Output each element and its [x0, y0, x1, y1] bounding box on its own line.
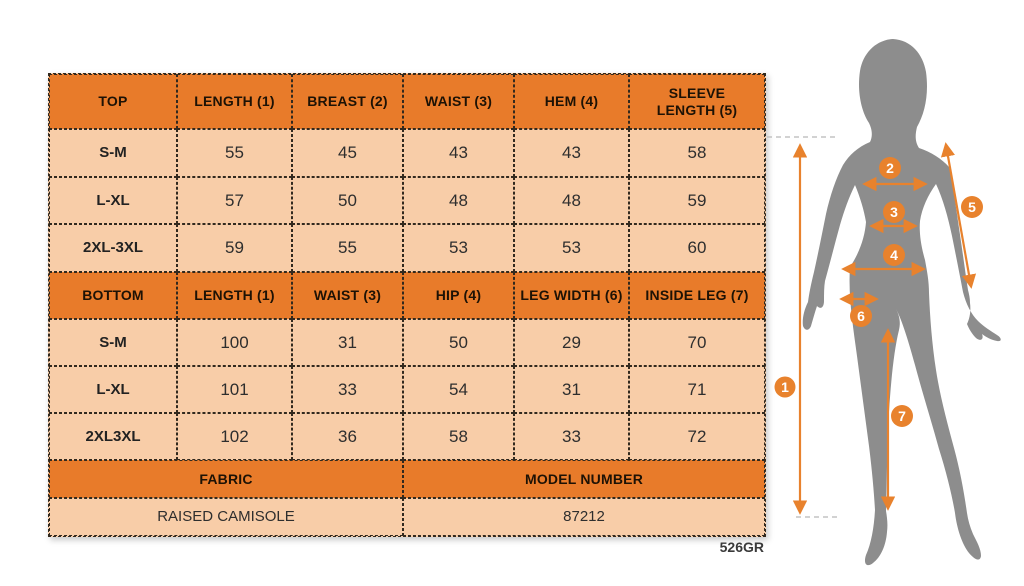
bottom-row-size: L-XL — [49, 366, 177, 413]
top-header-length: LENGTH (1) — [177, 74, 292, 129]
marker-circle-1: 1 — [774, 376, 796, 398]
marker-circle-2: 2 — [879, 157, 901, 179]
bottom-header-inside-leg: INSIDE LEG (7) — [629, 272, 765, 319]
measurement-figure: 1 2 3 4 5 6 7 — [765, 15, 1024, 581]
top-row-value: 53 — [403, 224, 514, 272]
bottom-row-value: 31 — [292, 319, 403, 366]
size-chart-table: TOP LENGTH (1) BREAST (2) WAIST (3) HEM … — [48, 73, 766, 537]
marker-circle-3: 3 — [883, 201, 905, 223]
marker-number-4: 4 — [890, 247, 898, 263]
marker-number-2: 2 — [886, 160, 894, 176]
top-row-value: 50 — [292, 177, 403, 224]
marker-number-5: 5 — [968, 199, 976, 215]
model-number-header: MODEL NUMBER — [403, 460, 765, 498]
top-row-value: 58 — [629, 129, 765, 177]
top-row-value: 43 — [403, 129, 514, 177]
bottom-header-category: BOTTOM — [49, 272, 177, 319]
top-row-value: 45 — [292, 129, 403, 177]
bottom-row-value: 100 — [177, 319, 292, 366]
bottom-row-value: 36 — [292, 413, 403, 460]
measurement-figure-svg: 1 2 3 4 5 6 7 — [767, 39, 1001, 566]
bottom-row-value: 31 — [514, 366, 629, 413]
bottom-row-value: 29 — [514, 319, 629, 366]
top-row-value: 48 — [514, 177, 629, 224]
fabric-value: RAISED CAMISOLE — [49, 498, 403, 536]
top-row-value: 43 — [514, 129, 629, 177]
bottom-row-size: S-M — [49, 319, 177, 366]
marker-number-6: 6 — [857, 308, 865, 324]
bottom-row-value: 33 — [514, 413, 629, 460]
top-row-size: 2XL-3XL — [49, 224, 177, 272]
measure-arrow-5-sleeve — [940, 142, 977, 289]
marker-circle-5: 5 — [961, 196, 983, 218]
marker-number-7: 7 — [898, 408, 906, 424]
top-header-waist: WAIST (3) — [403, 74, 514, 129]
bottom-row-value: 54 — [403, 366, 514, 413]
top-row-value: 55 — [292, 224, 403, 272]
bottom-row-value: 102 — [177, 413, 292, 460]
bottom-row-value: 33 — [292, 366, 403, 413]
top-row-value: 53 — [514, 224, 629, 272]
bottom-row-value: 50 — [403, 319, 514, 366]
top-row-size: L-XL — [49, 177, 177, 224]
top-header-sleeve-length-label: SLEEVE LENGTH (5) — [656, 85, 738, 118]
bottom-row-value: 70 — [629, 319, 765, 366]
marker-number-1: 1 — [781, 379, 789, 395]
fabric-header: FABRIC — [49, 460, 403, 498]
top-row-value: 59 — [629, 177, 765, 224]
woman-silhouette — [802, 39, 1001, 566]
marker-circle-4: 4 — [883, 244, 905, 266]
bottom-row-value: 72 — [629, 413, 765, 460]
top-row-value: 57 — [177, 177, 292, 224]
marker-circle-7: 7 — [891, 405, 913, 427]
bottom-row-value: 71 — [629, 366, 765, 413]
bottom-header-leg-width: LEG WIDTH (6) — [514, 272, 629, 319]
top-header-hem: HEM (4) — [514, 74, 629, 129]
bottom-header-length: LENGTH (1) — [177, 272, 292, 319]
top-row-value: 55 — [177, 129, 292, 177]
bottom-row-value: 101 — [177, 366, 292, 413]
top-header-category: TOP — [49, 74, 177, 129]
top-header-breast: BREAST (2) — [292, 74, 403, 129]
marker-number-3: 3 — [890, 204, 898, 220]
style-code-label: 526GR — [719, 539, 764, 555]
bottom-header-waist: WAIST (3) — [292, 272, 403, 319]
marker-circle-6: 6 — [850, 305, 872, 327]
top-header-sleeve-length: SLEEVE LENGTH (5) — [629, 74, 765, 129]
bottom-row-value: 58 — [403, 413, 514, 460]
model-number-value: 87212 — [403, 498, 765, 536]
bottom-header-hip: HIP (4) — [403, 272, 514, 319]
top-row-value: 60 — [629, 224, 765, 272]
top-row-size: S-M — [49, 129, 177, 177]
top-row-value: 59 — [177, 224, 292, 272]
top-row-value: 48 — [403, 177, 514, 224]
bottom-row-size: 2XL3XL — [49, 413, 177, 460]
